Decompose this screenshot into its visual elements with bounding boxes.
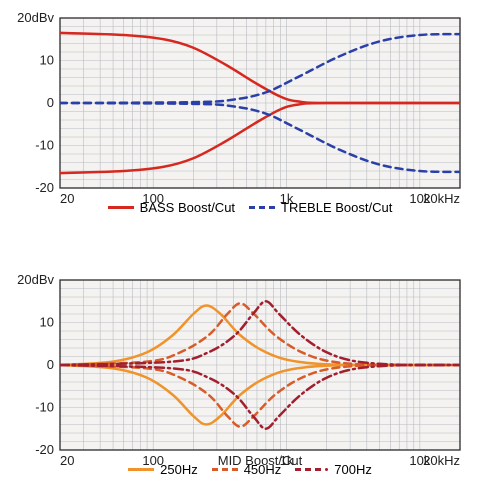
y-tick-label: 20dBv <box>17 272 54 287</box>
mid-chart: -20-1001020dBv201001k10k20kHzMID Boost/C… <box>60 280 460 450</box>
legend-swatch <box>108 206 134 209</box>
legend-label: TREBLE Boost/Cut <box>281 200 392 215</box>
y-tick-label: -20 <box>35 442 54 457</box>
legend-item: 450Hz <box>212 462 282 477</box>
y-tick-label: 10 <box>40 315 54 330</box>
y-tick-label: -10 <box>35 138 54 153</box>
bass-treble-legend: BASS Boost/Cut TREBLE Boost/Cut <box>0 200 500 215</box>
y-tick-label: 10 <box>40 53 54 68</box>
bass-treble-chart: -20-1001020dBv201001k10k20kHz <box>60 18 460 188</box>
y-tick-label: 0 <box>47 357 54 372</box>
eq-charts: { "layout": { "width": 500, "height": 50… <box>0 0 500 500</box>
legend-swatch <box>212 468 238 471</box>
legend-label: BASS Boost/Cut <box>140 200 235 215</box>
y-tick-label: -20 <box>35 180 54 195</box>
legend-swatch <box>128 468 154 471</box>
legend-item: TREBLE Boost/Cut <box>249 200 392 215</box>
mid-legend: 250Hz 450Hz 700Hz <box>0 462 500 477</box>
y-tick-label: -10 <box>35 400 54 415</box>
y-tick-label: 20dBv <box>17 10 54 25</box>
legend-swatch <box>295 468 321 471</box>
y-tick-label: 0 <box>47 95 54 110</box>
legend-item: BASS Boost/Cut <box>108 200 235 215</box>
legend-label: 450Hz <box>244 462 282 477</box>
legend-swatch <box>249 206 275 209</box>
legend-label: 250Hz <box>160 462 198 477</box>
legend-item: 250Hz <box>128 462 198 477</box>
legend-item: 700Hz <box>295 462 372 477</box>
legend-label: 700Hz <box>334 462 372 477</box>
